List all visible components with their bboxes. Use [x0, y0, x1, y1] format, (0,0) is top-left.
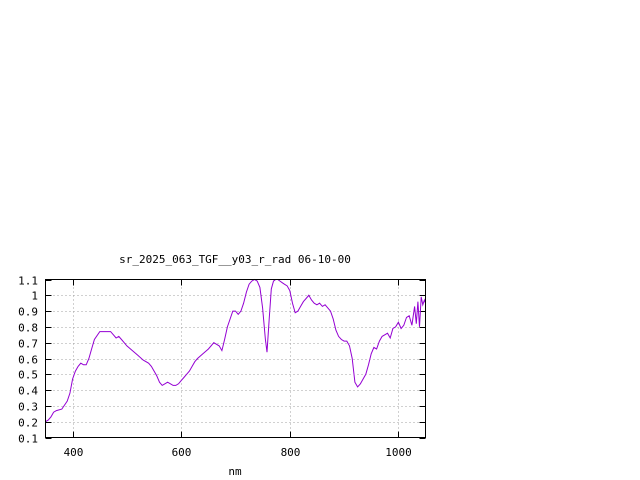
y-tick-label: 0.1 — [18, 433, 38, 446]
y-axis-tick-labels: 0.1 0.2 0.3 0.4 0.5 0.6 0.7 0.8 0.9 1 1.1 — [18, 275, 38, 446]
y-tick-label: 0.4 — [18, 385, 38, 398]
series-line — [45, 278, 426, 423]
y-tick-label: 0.6 — [18, 354, 38, 367]
x-tick-label: 800 — [281, 446, 301, 459]
axis-ticks — [45, 279, 426, 439]
y-tick-label: 0.9 — [18, 306, 38, 319]
y-tick-label: 0.3 — [18, 401, 38, 414]
chart-title: sr_2025_063_TGF__y03_r_rad 06-10-00 — [119, 253, 351, 266]
y-tick-label: 0.5 — [18, 369, 38, 382]
y-tick-label: 0.7 — [18, 338, 38, 351]
y-tick-label: 0.2 — [18, 417, 38, 430]
y-tick-label: 0.8 — [18, 322, 38, 335]
plot-frame — [45, 279, 426, 438]
x-tick-label: 1000 — [385, 446, 412, 459]
x-axis-label: nm — [228, 465, 242, 478]
y-tick-label: 1.1 — [18, 275, 38, 288]
x-tick-label: 600 — [172, 446, 192, 459]
gridlines — [45, 279, 426, 438]
x-tick-label: 400 — [64, 446, 84, 459]
x-axis-tick-labels: 400 600 800 1000 — [64, 446, 412, 459]
y-tick-label: 1 — [31, 290, 38, 303]
